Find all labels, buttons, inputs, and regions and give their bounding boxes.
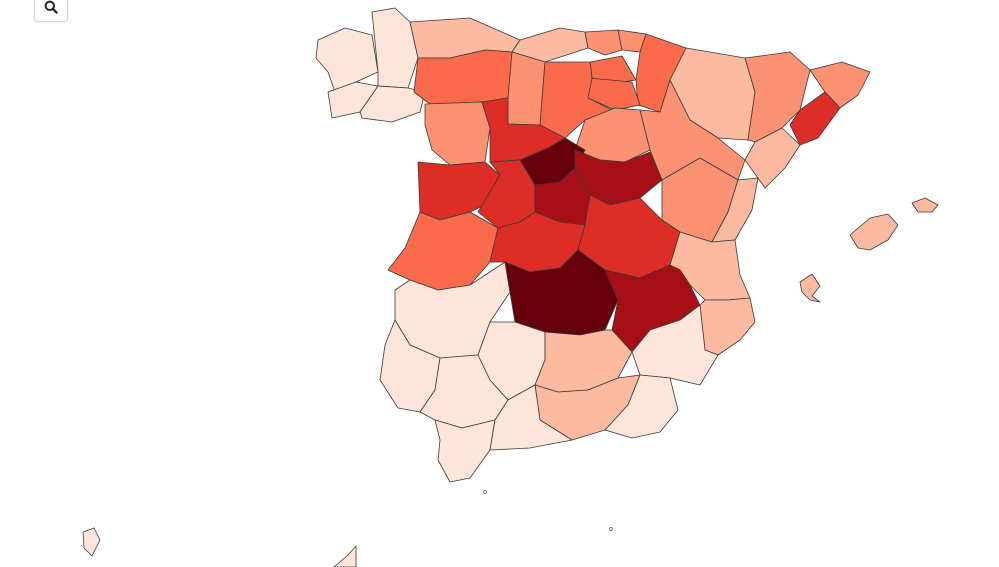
region-menorca[interactable] bbox=[911, 197, 939, 213]
region-mallorca[interactable] bbox=[849, 213, 899, 251]
region-lugo[interactable] bbox=[371, 7, 419, 89]
zoom-button[interactable] bbox=[34, 0, 68, 22]
region-canarias-west[interactable] bbox=[82, 527, 101, 557]
magnifier-icon bbox=[44, 0, 58, 14]
region-canarias-east[interactable] bbox=[333, 545, 357, 567]
region-ciudad-real[interactable] bbox=[504, 249, 619, 336]
region-ibiza[interactable] bbox=[799, 273, 821, 303]
region-zamora[interactable] bbox=[424, 101, 491, 166]
region-palencia[interactable] bbox=[507, 51, 546, 126]
region-almeria[interactable] bbox=[604, 374, 679, 439]
region-cadiz[interactable] bbox=[434, 419, 496, 483]
region-malaga[interactable] bbox=[489, 384, 573, 451]
region-murcia[interactable] bbox=[631, 304, 719, 386]
region-alicante[interactable] bbox=[699, 297, 756, 356]
region-tarragona[interactable] bbox=[744, 127, 801, 189]
region-ourense[interactable] bbox=[359, 85, 426, 123]
region-leon[interactable] bbox=[413, 49, 513, 105]
region-bizkaia[interactable] bbox=[584, 29, 623, 56]
region-guadalajara[interactable] bbox=[574, 149, 663, 206]
region-pontevedra[interactable] bbox=[315, 27, 379, 93]
region-barcelona[interactable] bbox=[789, 91, 841, 146]
